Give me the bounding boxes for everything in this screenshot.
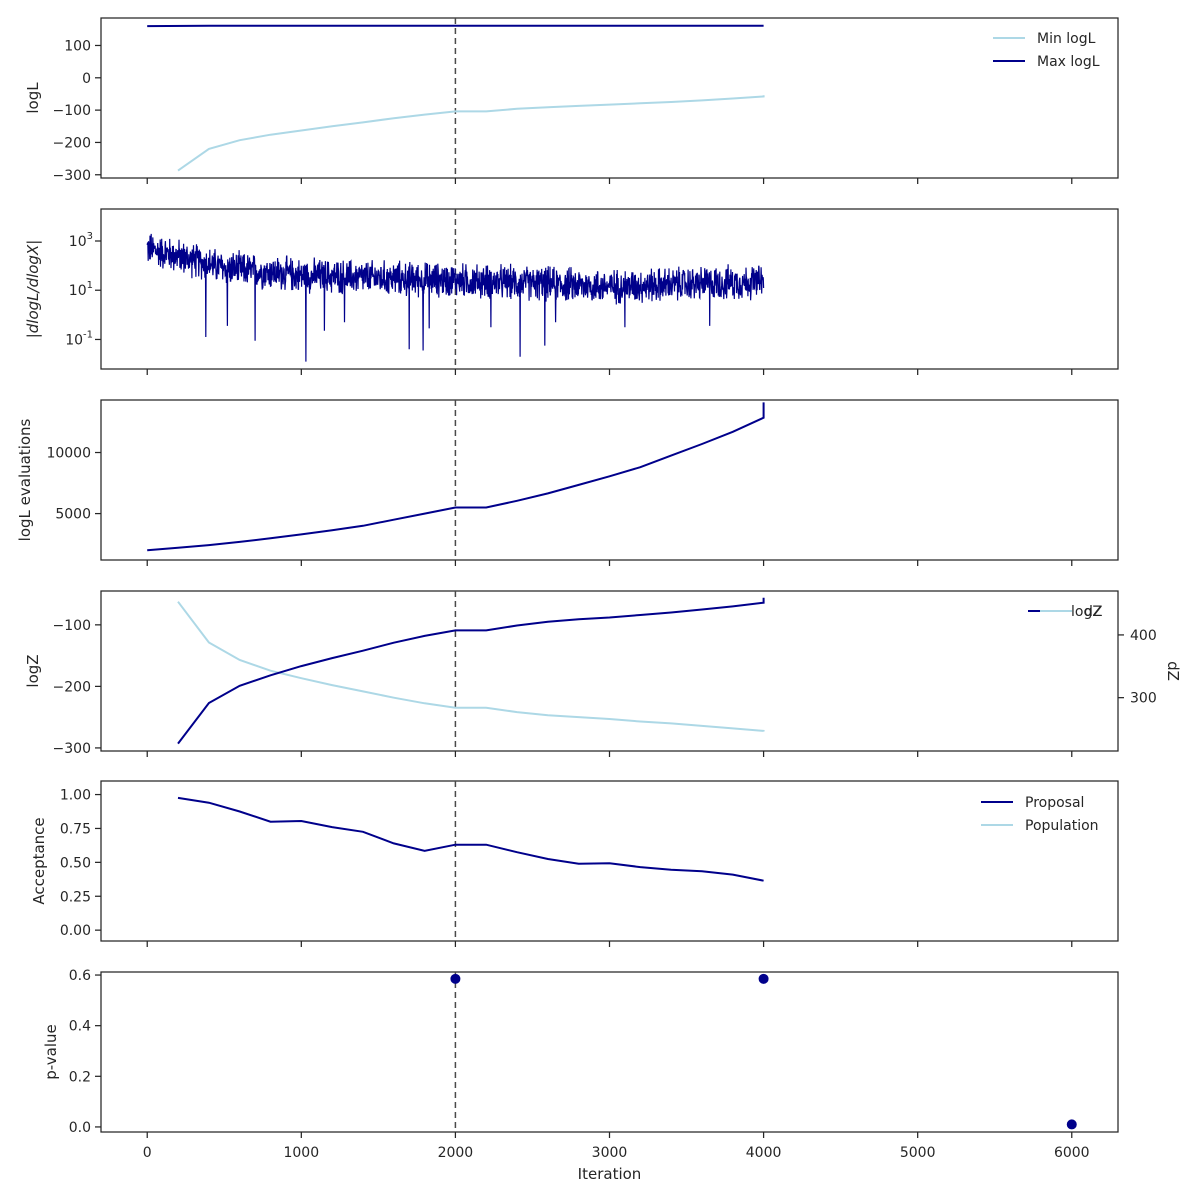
panel-logl-evaluations: 5000 10000 logL evaluations <box>16 399 1119 566</box>
panel-0-ytick-label-1: −200 <box>53 135 91 151</box>
panel-0-ytick-label-3: 0 <box>82 71 91 87</box>
panel-1-ytick-label-1: 101 <box>69 280 93 299</box>
panel-2-ytick-label-1: 10000 <box>46 446 91 462</box>
panel-2-frame <box>100 399 1119 561</box>
series-logz-line <box>177 597 765 745</box>
panel-4-ylabel: Acceptance <box>30 817 48 904</box>
panel-0-ytick-label-2: −100 <box>53 103 91 119</box>
xtick-label-3: 3000 <box>592 1145 628 1161</box>
panel-3-y2tick-label-1: 400 <box>1130 628 1157 644</box>
legend-dz-label: dZ <box>1084 604 1102 620</box>
xtick-label-0: 0 <box>143 1145 152 1161</box>
panel-5-ytick-label-0: 0.0 <box>69 1120 91 1136</box>
panel-r3-ylabel: dZ <box>1164 661 1182 681</box>
panel-5-ytick-label-2: 0.4 <box>69 1019 91 1035</box>
panel-p-value: 0.0 0.2 0.4 0.6 p-value 0 1000 2000 3000 4000 5000… <box>42 968 1119 1183</box>
panel-3-ytick-label-0: −300 <box>53 741 91 757</box>
panel-4-ytick-label-0: 0.00 <box>60 923 91 939</box>
panel-5-frame <box>100 971 1119 1133</box>
legend-0-label-0: Min logL <box>1037 31 1096 47</box>
panel-3-ytick-label-1: −200 <box>53 679 91 695</box>
p-value-point-2 <box>1066 1119 1077 1130</box>
xtick-label-4: 4000 <box>746 1145 782 1161</box>
panel-4-ytick-label-4: 1.00 <box>60 788 91 804</box>
series-dlogl-line <box>146 233 765 362</box>
series-dz-line <box>177 601 765 732</box>
panel-4-frame <box>100 780 1119 942</box>
panel-3-ylabel: logZ <box>24 654 42 687</box>
panel-5-ytick-label-1: 0.2 <box>69 1069 91 1085</box>
panel-2-ylabel: logL evaluations <box>16 418 34 541</box>
xtick-label-6: 6000 <box>1054 1145 1090 1161</box>
p-value-point-0 <box>450 973 461 984</box>
series-proposal-line <box>177 796 764 882</box>
legend-4-label-1: Population <box>1025 818 1099 834</box>
panel-3-y2tick-label-0: 300 <box>1130 691 1157 707</box>
series-min-logl-line <box>177 95 765 172</box>
panel-4-ytick-label-2: 0.50 <box>60 855 91 871</box>
xtick-label-5: 5000 <box>900 1145 936 1161</box>
panel-4-ytick-label-3: 0.75 <box>60 821 91 837</box>
panel-3-ytick-label-2: −100 <box>53 618 91 634</box>
legend-0-label-1: Max logL <box>1037 54 1100 70</box>
panel-0-ytick-label-0: −300 <box>53 168 91 184</box>
panel-3-frame <box>100 590 1119 752</box>
panel-1-ytick-label-0: 10-1 <box>65 329 93 348</box>
series-evaluations-line <box>147 402 765 552</box>
x-axis-label: Iteration <box>578 1165 642 1183</box>
panel-0-ylabel: logL <box>24 82 42 114</box>
panel-0-frame <box>100 17 1119 179</box>
panel-5-ytick-label-3: 0.6 <box>69 968 91 984</box>
panel-0-ytick-label-4: 100 <box>64 38 91 54</box>
panel-1-ytick-label-2: 103 <box>69 231 93 250</box>
p-value-point-1 <box>758 973 769 984</box>
panel-dlogl-dlogx: 10-1 101 103 |dlogL/dlogX| <box>24 208 1119 375</box>
panel-4-ytick-label-1: 0.25 <box>60 889 91 905</box>
xtick-label-1: 1000 <box>283 1145 319 1161</box>
panel-acceptance: 0.00 0.25 0.50 0.75 1.00 Acceptance Proposal Po… <box>30 780 1119 947</box>
legend-4-label-0: Proposal <box>1025 795 1084 811</box>
panel-1-ylabel: |dlogL/dlogX| <box>24 240 42 339</box>
legend-logz-label: logZ <box>1071 604 1102 620</box>
panel-1-frame <box>100 208 1119 370</box>
panel-2-ytick-label-0: 5000 <box>55 507 91 523</box>
panel-5-ylabel: p-value <box>42 1024 60 1080</box>
xtick-label-2: 2000 <box>438 1145 474 1161</box>
panel-logl: −300 −200 −100 0 100 logL Min logL Max logL <box>24 17 1119 184</box>
